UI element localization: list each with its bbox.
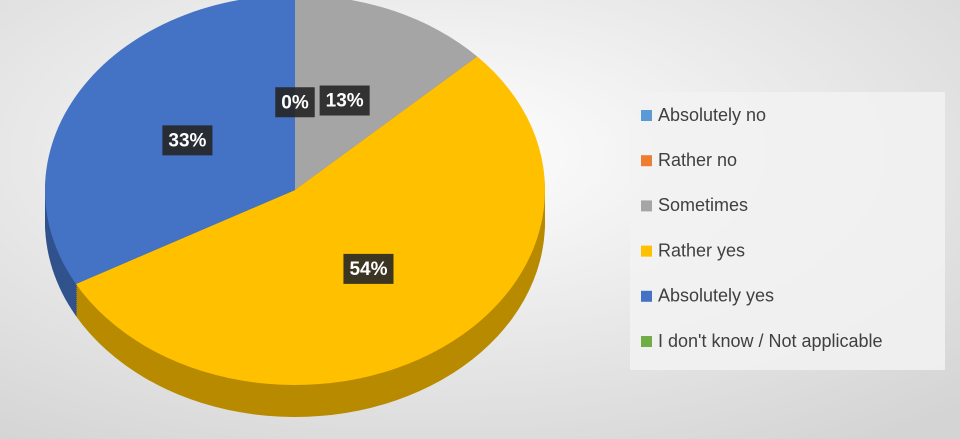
data-label-box	[319, 85, 370, 116]
data-label: 13%	[319, 85, 370, 116]
legend-label: I don't know / Not applicable	[658, 331, 883, 351]
data-label-box	[162, 125, 213, 156]
legend-label: Sometimes	[658, 195, 748, 215]
legend-swatch	[641, 110, 652, 121]
legend-swatch	[641, 336, 652, 347]
slice	[75, 56, 545, 385]
data-label-box	[275, 87, 315, 118]
legend-swatch	[641, 155, 652, 167]
legend-label: Absolutely no	[658, 105, 766, 125]
legend-box	[630, 92, 945, 370]
legend-label: Rather yes	[658, 240, 745, 260]
data-label: 54%	[343, 253, 394, 284]
data-label-text: 54%	[349, 259, 387, 280]
legend-swatch	[641, 290, 652, 302]
legend-swatch	[641, 200, 652, 212]
data-label-text: 13%	[326, 91, 364, 112]
data-label-text: 33%	[168, 130, 206, 151]
data-label-text: 0%	[281, 92, 309, 113]
data-label: 33%	[162, 125, 213, 156]
legend-swatch	[641, 245, 652, 257]
slice	[295, 0, 478, 190]
data-label: 0%	[275, 87, 315, 118]
legend-label: Absolutely yes	[658, 286, 774, 306]
legend-label: Rather no	[658, 150, 737, 170]
data-label-box	[343, 253, 394, 284]
